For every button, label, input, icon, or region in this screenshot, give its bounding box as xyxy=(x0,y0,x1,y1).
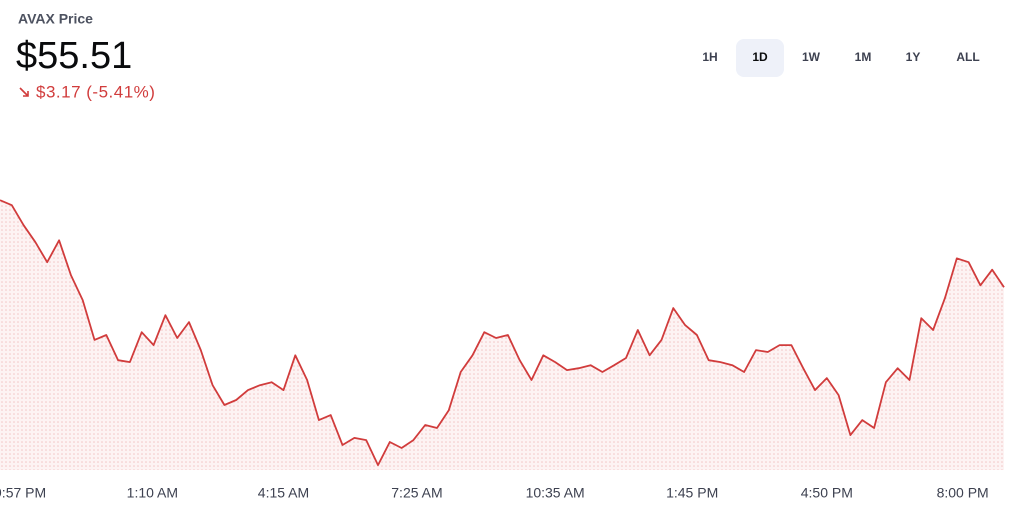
area-fill xyxy=(0,200,1004,470)
x-tick-label: 1:45 PM xyxy=(666,485,718,501)
x-tick-label: 4:50 PM xyxy=(801,485,853,501)
x-tick-label: 10:35 AM xyxy=(526,485,585,501)
range-button-label[interactable]: 1D xyxy=(752,50,768,64)
range-button-label[interactable]: ALL xyxy=(956,50,979,64)
x-tick-label: 1:10 AM xyxy=(127,485,178,501)
range-button-label[interactable]: 1M xyxy=(855,50,872,64)
x-tick-label: 4:15 AM xyxy=(258,485,309,501)
x-tick-label: 8:00 PM xyxy=(937,485,989,501)
range-button[interactable] xyxy=(736,39,784,77)
range-button-label[interactable]: 1Y xyxy=(906,50,921,64)
price-change: $3.17 (-5.41%) xyxy=(36,82,155,101)
price-line xyxy=(0,199,1005,466)
price-chart: 9:57 PM 1:10 AM 4:15 AM 7:25 AM 10:35 AM 1:45… xyxy=(0,199,1005,501)
x-tick-label: 9:57 PM xyxy=(0,485,46,501)
price: $55.51 xyxy=(16,35,132,77)
asset-title: AVAX Price xyxy=(18,11,93,27)
range-buttons: 1H 1D 1W 1M 1Y ALL xyxy=(702,39,980,77)
down-arrow-icon xyxy=(19,87,29,97)
range-button-label[interactable]: 1W xyxy=(802,50,821,64)
x-tick-label: 7:25 AM xyxy=(391,485,442,501)
range-button-label[interactable]: 1H xyxy=(702,50,717,64)
